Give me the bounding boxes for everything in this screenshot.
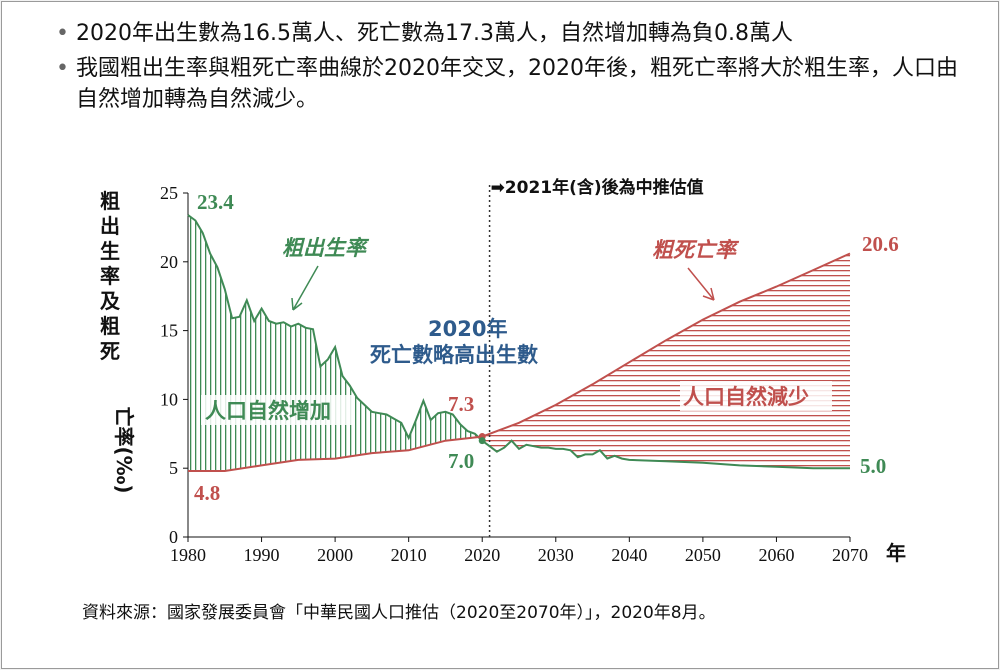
death-2020-value: 7.3 [448, 392, 474, 416]
death-rate-line [188, 252, 851, 472]
y-tick-label: 25 [160, 183, 178, 203]
bullet-dot-icon: • [56, 21, 69, 46]
y-tick-label: 15 [160, 321, 178, 341]
natural-decrease-label: 人口自然減少 [683, 385, 809, 409]
x-tick-label: 2010 [391, 545, 427, 565]
y-tick-label: 10 [160, 389, 178, 409]
x-tick-label: 1980 [170, 545, 206, 565]
x-tick-label: 2070 [832, 545, 868, 565]
birth-2020-point [478, 437, 486, 445]
birth-rate-line [187, 214, 850, 470]
birth-2020-value: 7.0 [448, 449, 474, 473]
y-tick-label: 5 [169, 458, 178, 478]
x-tick-label: 2050 [685, 545, 721, 565]
projection-note: ➡2021年(含)後為中推估值 [491, 177, 704, 198]
x-tick-label: 2060 [758, 545, 794, 565]
birth-series-label: 粗出生率 [282, 236, 370, 260]
y-tick-label: 0 [169, 527, 178, 547]
source-note: 資料來源：國家發展委員會「中華民國人口推估（2020至2070年）」，2020年… [82, 603, 716, 623]
natural-increase-label: 人口自然增加 [205, 399, 331, 423]
x-tick-label: 1990 [244, 545, 280, 565]
x-tick-label: 2020 [464, 545, 500, 565]
x-axis-title: 年 [886, 541, 906, 565]
x-tick-label: 2030 [538, 545, 574, 565]
death-end-value: 20.6 [862, 232, 899, 256]
birth-start-value: 23.4 [197, 190, 234, 214]
bullet-list: • 2020年出生數為16.5萬人、死亡數為17.3萬人，自然增加轉為負0.8萬… [56, 18, 966, 119]
y-tick-label: 20 [160, 252, 178, 272]
death-series-label: 粗死亡率 [652, 238, 740, 262]
birth-arrow-icon [291, 265, 319, 311]
bullet-item: • 我國粗出生率與粗死亡率曲線於2020年交叉，2020年後，粗死亡率將大於粗生… [56, 53, 966, 115]
birth-end-value: 5.0 [860, 454, 886, 478]
natural-increase-label-bg [201, 395, 353, 425]
y-axis-title: 粗出生率及粗死 [100, 189, 121, 363]
death-arrow-icon [687, 267, 715, 301]
bullet-text: 我國粗出生率與粗死亡率曲線於2020年交叉，2020年後，粗死亡率將大於粗生率，… [76, 56, 958, 112]
y-axis-unit: 亡率(‰) [112, 406, 136, 493]
x-tick-label: 2000 [317, 545, 353, 565]
bullet-item: • 2020年出生數為16.5萬人、死亡數為17.3萬人，自然增加轉為負0.8萬… [56, 18, 966, 49]
natural-decrease-label-bg [680, 381, 832, 411]
bullet-dot-icon: • [56, 56, 69, 81]
bullet-text: 2020年出生數為16.5萬人、死亡數為17.3萬人，自然增加轉為負0.8萬人 [76, 21, 793, 46]
crossover-year-label: 2020年 [428, 317, 507, 341]
x-tick-label: 2040 [611, 545, 647, 565]
natural-decrease-area [474, 253, 850, 469]
crossover-note-label: 死亡數略高出生數 [370, 343, 538, 367]
death-start-value: 4.8 [194, 481, 220, 505]
